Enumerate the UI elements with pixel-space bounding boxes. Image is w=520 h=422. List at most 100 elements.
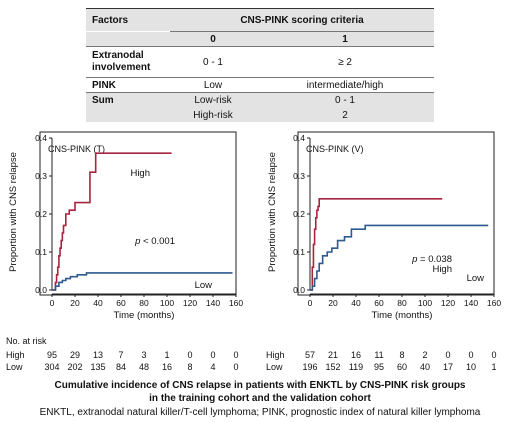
x-tick-label: 0	[308, 298, 313, 308]
x-tick-label: 80	[139, 298, 149, 308]
series-label-low: Low	[195, 280, 213, 291]
chart-title: CNS-PINK (T)	[48, 144, 105, 154]
series-line-low	[310, 224, 489, 291]
risk-count-low-validation: 95	[373, 362, 384, 372]
risk-count-high-validation: 2	[422, 350, 428, 360]
x-tick-label: 20	[328, 298, 338, 308]
series-label-low: Low	[467, 273, 485, 284]
series-line-high	[52, 152, 172, 291]
figure-caption-line2: in the training cohort and the validatio…	[149, 393, 371, 404]
criteria-table: Factors CNS-PINK scoring criteria 0 1 Ex…	[86, 8, 434, 122]
risk-count-low-training: 48	[138, 362, 149, 372]
sum-high-value: 2	[342, 109, 348, 121]
risk-count-high-validation: 21	[327, 350, 338, 360]
figure-caption-line1: Cumulative incidence of CNS relapse in p…	[54, 380, 466, 391]
risk-count-high-validation: 0	[445, 350, 451, 360]
p-value: p = 0.038	[411, 254, 452, 265]
risk-count-low-validation: 17	[442, 362, 453, 372]
risk-count-high-training: 95	[46, 350, 57, 360]
risk-count-low-training: 135	[90, 362, 106, 372]
criteria-row-extranodal: Extranodal involvement 0 - 1 ≥ 2	[86, 47, 434, 77]
y-tick-label: 0.4	[293, 133, 305, 143]
risk-count-high-training: 0	[210, 350, 216, 360]
y-tick-label: 0.0	[35, 285, 47, 295]
x-tick-label: 80	[397, 298, 407, 308]
x-tick-label: 120	[441, 298, 455, 308]
factors-header: Factors	[92, 14, 129, 26]
sum-low-value: 0 - 1	[334, 95, 355, 106]
risk-count-low-training: 304	[44, 362, 60, 372]
y-tick-label: 0.2	[35, 209, 47, 219]
sum-low-group: Low-risk	[194, 95, 232, 106]
risk-count-low-training: 0	[233, 362, 239, 372]
risk-count-low-validation: 196	[302, 362, 318, 372]
risk-count-high-training: 7	[118, 350, 124, 360]
x-tick-label: 100	[418, 298, 432, 308]
x-tick-label: 40	[351, 298, 361, 308]
y-tick-label: 0.1	[293, 247, 305, 257]
risk-count-high-validation: 0	[491, 350, 497, 360]
risk-count-high-validation: 11	[374, 350, 384, 360]
pink-score-1: intermediate/high	[306, 79, 384, 91]
x-tick-label: 60	[374, 298, 384, 308]
risk-label-high-validation: High	[266, 350, 285, 360]
x-tick-label: 140	[206, 298, 220, 308]
plot-frame	[297, 131, 495, 296]
sum-high-group: High-risk	[193, 109, 233, 121]
plot-frame	[39, 131, 237, 296]
x-axis-label: Time (months)	[114, 310, 175, 321]
criteria-row-sum-high: High-risk 2	[86, 108, 434, 122]
x-tick-label: 0	[50, 298, 55, 308]
risk-label-high-training: High	[6, 350, 25, 360]
criteria-header: CNS-PINK scoring criteria	[240, 14, 364, 26]
extranodal-score-1: ≥ 2	[338, 56, 352, 68]
risk-count-high-training: 3	[141, 350, 147, 360]
score-0-header: 0	[210, 33, 216, 45]
divider	[86, 46, 434, 47]
y-axis-label: Proportion with CNS relapse	[8, 152, 19, 272]
x-tick-label: 20	[70, 298, 80, 308]
x-tick-label: 120	[183, 298, 197, 308]
y-axis-label: Proportion with CNS relapse	[267, 152, 278, 272]
divider	[170, 31, 434, 32]
risk-count-high-training: 0	[187, 350, 193, 360]
factor-sum: Sum	[92, 95, 114, 106]
x-tick-label: 60	[116, 298, 126, 308]
y-tick-label: 0.2	[293, 209, 305, 219]
criteria-header-row: Factors CNS-PINK scoring criteria	[86, 9, 434, 31]
risk-count-high-validation: 16	[350, 350, 361, 360]
risk-count-low-validation: 40	[419, 362, 430, 372]
series-line-low	[52, 272, 233, 291]
series-label-high: High	[130, 168, 150, 179]
risk-count-low-training: 202	[67, 362, 83, 372]
x-tick-label: 140	[464, 298, 478, 308]
risk-count-low-validation: 60	[396, 362, 407, 372]
divider	[86, 92, 434, 93]
risk-count-high-validation: 8	[399, 350, 405, 360]
risk-count-low-training: 84	[115, 362, 126, 372]
risk-count-low-training: 8	[187, 362, 193, 372]
divider	[86, 77, 434, 78]
risk-count-low-training: 4	[210, 362, 216, 372]
extranodal-score-0: 0 - 1	[202, 56, 223, 68]
score-1-header: 1	[342, 33, 348, 45]
risk-count-high-training: 13	[92, 350, 103, 360]
x-tick-label: 160	[487, 298, 501, 308]
chart-title: CNS-PINK (V)	[306, 144, 364, 154]
x-tick-label: 100	[160, 298, 174, 308]
pink-score-0: Low	[203, 79, 223, 91]
y-tick-label: 0.1	[35, 247, 47, 257]
risk-count-high-training: 29	[69, 350, 80, 360]
score-header-row: 0 1	[86, 32, 434, 46]
risk-count-high-training: 1	[164, 350, 170, 360]
p-value: p < 0.001	[134, 236, 175, 247]
risk-count-low-validation: 10	[465, 362, 476, 372]
risk-count-high-validation: 0	[468, 350, 474, 360]
risk-count-low-training: 16	[161, 362, 172, 372]
x-tick-label: 40	[93, 298, 103, 308]
risk-count-high-validation: 57	[304, 350, 315, 360]
risk-label-low-validation: Low	[266, 362, 283, 372]
risk-label-low-training: Low	[6, 362, 23, 372]
